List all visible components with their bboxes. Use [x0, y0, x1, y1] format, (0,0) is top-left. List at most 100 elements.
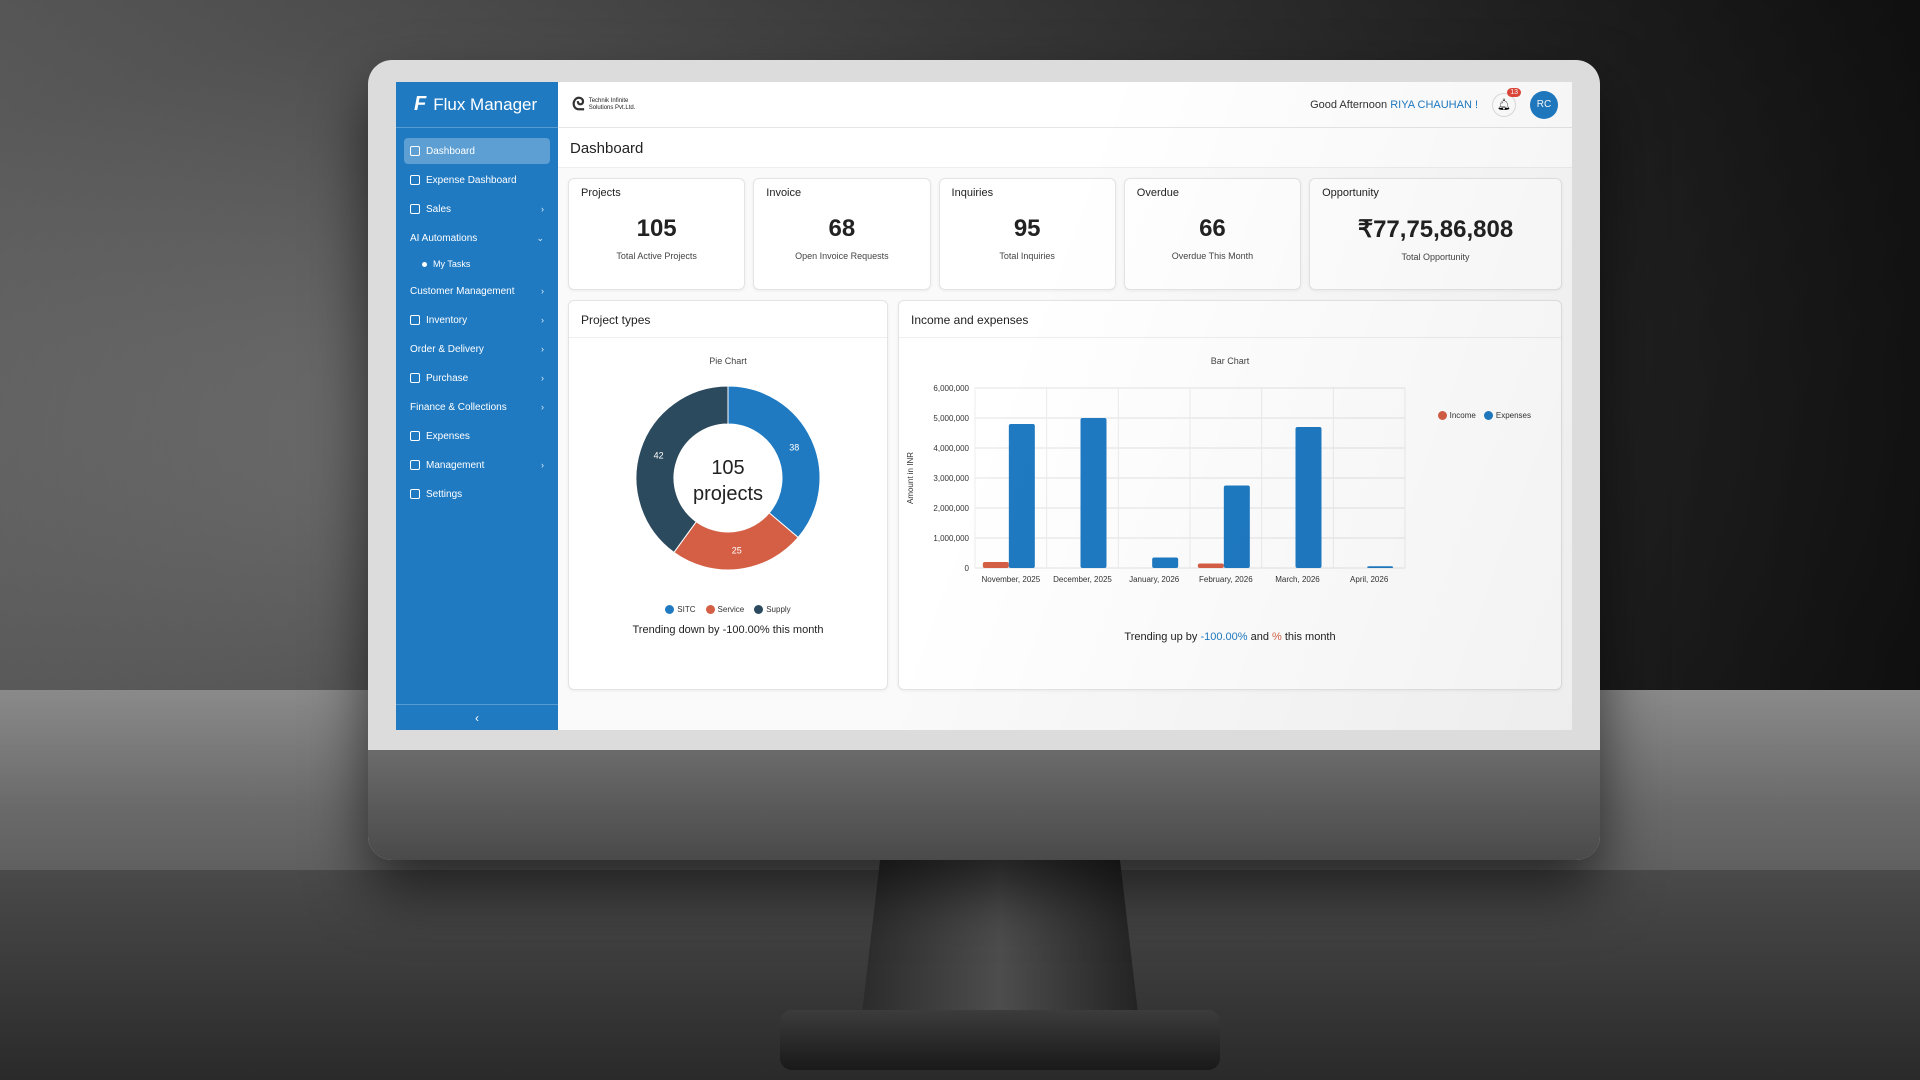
sidebar-item-ai-automations[interactable]: AI Automations ⌄	[404, 225, 550, 251]
chart-subtitle: Pie Chart	[709, 356, 747, 366]
sidebar-subitem-label: My Tasks	[433, 259, 471, 269]
chevron-right-icon: ›	[541, 373, 544, 383]
bar-income[interactable]	[1197, 563, 1224, 569]
bar-expenses[interactable]	[1080, 418, 1107, 568]
settings-icon	[410, 489, 420, 499]
kpi-card-inquiries[interactable]: Inquiries 95 Total Inquiries	[938, 178, 1116, 290]
kpi-value: ₹77,75,86,808	[1357, 216, 1514, 243]
legend-item-income[interactable]: Income	[1437, 411, 1476, 420]
sidebar-item-purchase[interactable]: Purchase ›	[404, 365, 550, 391]
bell-icon: 🔔︎	[1497, 99, 1511, 111]
kpi-label: Projects	[581, 187, 621, 199]
bullet-icon	[422, 261, 427, 267]
sidebar-subitem-my-tasks[interactable]: My Tasks	[404, 254, 550, 274]
company-logo[interactable]: ᘓ Technik Infinite Solutions Pvt.Ltd.	[572, 94, 635, 114]
bar-expenses[interactable]	[1367, 566, 1394, 568]
kpi-value: 105	[636, 215, 677, 242]
legend-item-supply[interactable]: Supply	[754, 605, 791, 614]
monitor-chin	[368, 750, 1600, 860]
x-tick-label: February, 2026	[1199, 575, 1253, 584]
chart-subtitle: Bar Chart	[1210, 356, 1250, 366]
avatar[interactable]: RC	[1530, 90, 1558, 119]
y-tick-label: 5,000,000	[933, 414, 969, 423]
sidebar-item-order-delivery[interactable]: Order & Delivery ›	[404, 336, 550, 362]
sidebar-item-label: Purchase	[426, 372, 469, 384]
sidebar-item-customer-management[interactable]: Customer Management ›	[404, 278, 550, 304]
legend-item-expenses[interactable]: Expenses	[1483, 411, 1531, 420]
sidebar-item-sales[interactable]: Sales ›	[404, 196, 550, 222]
y-tick-label: 3,000,000	[933, 474, 969, 483]
legend-item-sitc[interactable]: SITC	[665, 605, 696, 614]
kpi-value: 66	[1199, 215, 1226, 242]
sidebar-item-label: AI Automations	[410, 232, 478, 244]
kpi-subtitle: Overdue This Month	[1171, 251, 1254, 261]
kpi-card-invoice[interactable]: Invoice 68 Open Invoice Requests	[753, 178, 931, 290]
user-name: RIYA CHAUHAN !	[1390, 98, 1478, 111]
bar-expenses[interactable]	[1295, 427, 1322, 568]
kpi-label: Overdue	[1136, 187, 1179, 199]
legend-swatch	[705, 605, 715, 614]
bar-chart-icon	[410, 175, 420, 185]
grid-icon	[410, 146, 420, 156]
chevron-right-icon: ›	[541, 402, 544, 412]
bar-legend: Income Expenses	[1437, 411, 1531, 420]
sidebar-item-expenses[interactable]: Expenses	[404, 423, 550, 449]
company-name-line1: Technik Infinite	[588, 97, 629, 104]
sidebar-item-dashboard[interactable]: Dashboard	[404, 138, 550, 164]
legend-swatch	[1483, 411, 1493, 420]
sidebar-item-inventory[interactable]: Inventory ›	[404, 307, 550, 333]
chevron-right-icon: ›	[541, 286, 544, 296]
sidebar-item-expense-dashboard[interactable]: Expense Dashboard	[404, 167, 550, 193]
chevron-down-icon: ⌄	[536, 232, 544, 243]
kpi-subtitle: Total Inquiries	[999, 251, 1055, 261]
notification-count-badge: 13	[1507, 87, 1521, 97]
kpi-card-opportunity[interactable]: Opportunity ₹77,75,86,808 Total Opportun…	[1309, 178, 1562, 290]
legend-label: Supply	[766, 605, 791, 614]
chevron-right-icon: ›	[541, 344, 544, 354]
bar-expenses[interactable]	[1152, 557, 1179, 569]
bar-trend-text: Trending up by -100.00% and % this month	[899, 631, 1561, 643]
page-title: Dashboard	[558, 128, 1572, 168]
donut-slice-supply[interactable]	[635, 385, 729, 554]
sidebar-item-settings[interactable]: Settings	[404, 481, 550, 507]
card-title: Income and expenses	[899, 301, 1561, 338]
bar-expenses[interactable]	[1223, 485, 1250, 569]
kpi-card-overdue[interactable]: Overdue 66 Overdue This Month	[1123, 178, 1302, 290]
sidebar-item-finance-collections[interactable]: Finance & Collections ›	[404, 394, 550, 420]
legend-item-service[interactable]: Service	[705, 605, 744, 614]
x-tick-label: December, 2025	[1053, 575, 1112, 584]
box-icon	[410, 315, 420, 325]
flux-logo-icon: F	[414, 93, 427, 115]
bar-expenses[interactable]	[1008, 424, 1035, 568]
sidebar-item-management[interactable]: Management ›	[404, 452, 550, 478]
greeting-text: Good Afternoon	[1310, 98, 1388, 111]
sidebar: F Flux Manager Dashboard Expense Dashboa…	[396, 82, 558, 730]
y-tick-label: 6,000,000	[933, 384, 969, 393]
brand[interactable]: F Flux Manager	[396, 82, 558, 128]
sidebar-item-label: Sales	[426, 203, 452, 215]
donut-center-label: projects	[693, 483, 763, 505]
x-tick-label: January, 2026	[1129, 575, 1180, 584]
sidebar-item-label: Order & Delivery	[410, 343, 484, 355]
collapse-sidebar-button[interactable]: ‹	[396, 704, 558, 730]
income-expenses-card: Income and expenses Bar Chart Income Expe…	[898, 300, 1562, 690]
pie-legend: SITC Service Supply	[569, 605, 887, 614]
kpi-value: 95	[1013, 215, 1041, 242]
legend-swatch	[1437, 411, 1447, 420]
company-logo-icon: ᘓ	[572, 94, 585, 114]
card-title: Project types	[569, 301, 887, 338]
bag-icon	[410, 373, 420, 383]
kpi-card-projects[interactable]: Projects 105 Total Active Projects	[568, 178, 746, 290]
kpi-label: Inquiries	[951, 187, 994, 199]
sidebar-item-label: Expense Dashboard	[426, 174, 517, 186]
greeting: Good Afternoon RIYA CHAUHAN !	[1310, 99, 1478, 111]
bar-income[interactable]	[982, 562, 1009, 568]
notifications-button[interactable]: 🔔︎ 13	[1492, 87, 1521, 117]
kpi-subtitle: Total Opportunity	[1401, 252, 1470, 262]
donut-slice-sitc[interactable]	[727, 385, 821, 539]
kpi-subtitle: Total Active Projects	[616, 251, 697, 261]
sidebar-item-label: Finance & Collections	[410, 401, 507, 413]
kpi-subtitle: Open Invoice Requests	[795, 251, 889, 261]
y-tick-label: 0	[965, 564, 970, 573]
monitor-stand	[860, 840, 1140, 1030]
